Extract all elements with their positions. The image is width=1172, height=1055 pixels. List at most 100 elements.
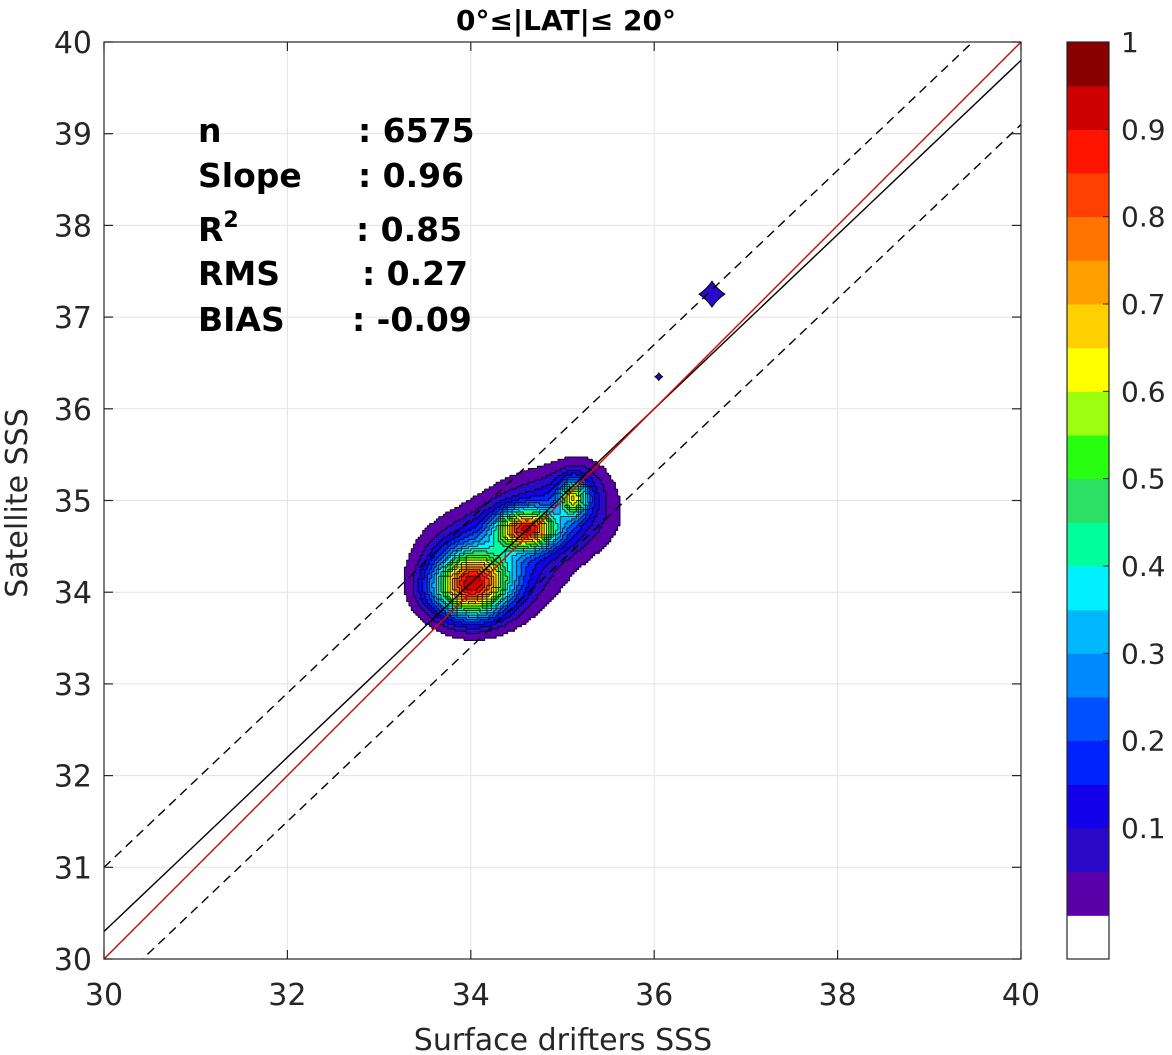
density-cell <box>509 477 513 481</box>
density-cell <box>599 528 603 531</box>
density-cell <box>505 610 509 614</box>
density-cell <box>489 587 493 591</box>
density-cell <box>599 502 603 506</box>
density-cell <box>502 518 506 522</box>
density-cell <box>601 475 605 479</box>
density-cell <box>502 534 506 538</box>
density-cell <box>523 475 527 479</box>
density-cell <box>564 573 568 577</box>
density-cell <box>438 615 442 619</box>
density-cell <box>548 468 552 472</box>
density-cell <box>567 491 570 495</box>
density-cell <box>457 507 460 511</box>
density-cell <box>546 589 550 593</box>
density-cell <box>537 562 541 566</box>
density-cell <box>447 546 451 550</box>
density-cell <box>450 603 454 607</box>
density-cell <box>489 550 493 554</box>
density-cell <box>530 518 534 522</box>
density-cell <box>573 550 577 554</box>
density-cell <box>482 603 486 607</box>
density-cell <box>470 605 474 609</box>
density-cell <box>452 509 456 513</box>
density-cell <box>413 592 417 596</box>
density-cell <box>408 603 412 607</box>
density-cell <box>507 550 511 554</box>
density-cell <box>420 546 424 550</box>
density-cell <box>424 615 428 619</box>
density-cell <box>530 571 534 575</box>
density-cell <box>434 585 438 589</box>
density-cell <box>509 566 513 570</box>
density-cell <box>457 546 460 550</box>
density-cell <box>599 479 603 483</box>
density-cell <box>523 599 527 602</box>
density-cell <box>468 615 472 619</box>
density-cell <box>505 498 509 502</box>
density-cell <box>551 491 554 495</box>
density-cell <box>454 610 458 614</box>
density-cell <box>532 571 536 575</box>
density-cell <box>447 580 451 584</box>
density-cell <box>555 566 559 570</box>
density-cell <box>457 557 460 561</box>
density-cell <box>557 493 561 497</box>
density-cell <box>603 468 607 472</box>
density-cell <box>440 548 444 552</box>
density-cell <box>457 622 460 625</box>
density-cell <box>482 592 486 596</box>
density-cell <box>608 482 612 486</box>
density-cell <box>548 592 552 596</box>
density-cell <box>411 580 415 584</box>
density-cell <box>454 516 458 520</box>
density-cell <box>450 589 454 593</box>
density-cell <box>564 468 568 472</box>
density-cell <box>576 461 580 465</box>
density-cell <box>507 523 511 527</box>
density-cell <box>606 472 609 476</box>
density-cell <box>461 539 465 543</box>
density-cell <box>507 585 511 589</box>
density-cell <box>477 628 481 632</box>
density-cell <box>583 502 587 506</box>
density-cell <box>610 486 614 490</box>
density-cell <box>557 468 561 472</box>
density-cell <box>463 633 467 637</box>
density-cell <box>580 514 584 518</box>
density-cell <box>505 548 509 552</box>
density-cell <box>489 511 493 515</box>
density-cell <box>555 557 559 561</box>
density-cell <box>560 564 564 568</box>
density-cell <box>548 463 552 467</box>
density-cell <box>431 622 435 625</box>
density-cell <box>537 505 541 508</box>
density-cell <box>438 530 442 534</box>
density-cell <box>537 603 541 607</box>
density-cell <box>406 560 410 563</box>
density-cell <box>431 624 435 628</box>
density-cell <box>434 576 438 580</box>
density-cell <box>473 509 476 513</box>
density-cell <box>569 555 573 559</box>
density-cell <box>528 566 532 570</box>
density-cell <box>443 599 447 602</box>
density-cell <box>473 502 476 506</box>
density-cell <box>532 580 536 584</box>
density-cell <box>555 489 559 492</box>
density-cell <box>608 525 612 529</box>
density-cell <box>521 544 525 547</box>
density-cell <box>514 479 518 483</box>
density-cell <box>479 578 483 582</box>
density-cell <box>557 507 561 511</box>
density-cell <box>583 550 587 554</box>
density-cell <box>422 541 426 545</box>
density-cell <box>436 571 440 575</box>
density-cell <box>463 507 467 511</box>
density-cell <box>477 603 481 607</box>
density-cell <box>610 528 614 531</box>
density-cell <box>468 631 472 635</box>
density-cell <box>567 516 570 520</box>
density-cell <box>562 459 566 463</box>
density-cell <box>422 530 426 534</box>
density-cell <box>445 557 449 561</box>
